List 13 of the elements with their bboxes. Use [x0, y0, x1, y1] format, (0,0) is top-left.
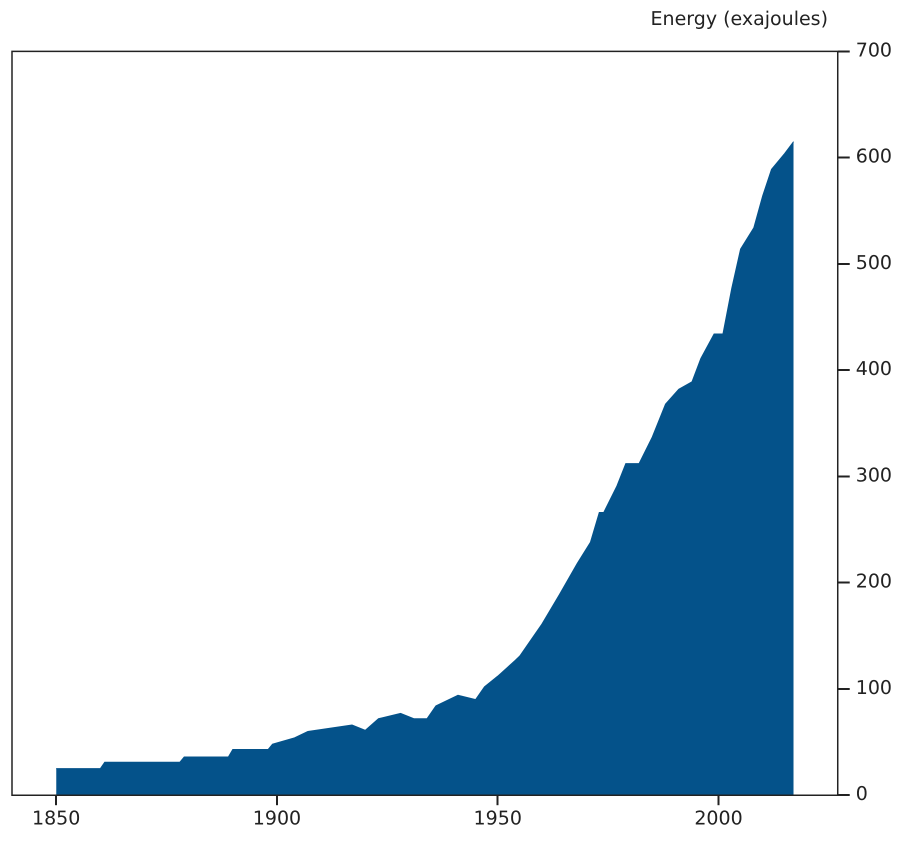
y-axis-title: Energy (exajoules): [650, 8, 829, 32]
y-tick-label: 600: [856, 146, 892, 168]
y-tick-label: 400: [856, 358, 892, 380]
x-tick-label: 1900: [252, 808, 302, 830]
x-tick-label: 2000: [694, 808, 743, 830]
y-tick-label: 300: [856, 464, 892, 486]
y-tick-label: 0: [856, 783, 868, 806]
y-tick-label: 100: [856, 676, 892, 699]
x-tick-label: 1950: [474, 808, 522, 830]
y-tick-label: 500: [856, 252, 892, 274]
x-tick-label: 1850: [32, 808, 80, 830]
y-tick-label: 700: [856, 39, 892, 62]
y-tick-label: 200: [856, 570, 892, 593]
